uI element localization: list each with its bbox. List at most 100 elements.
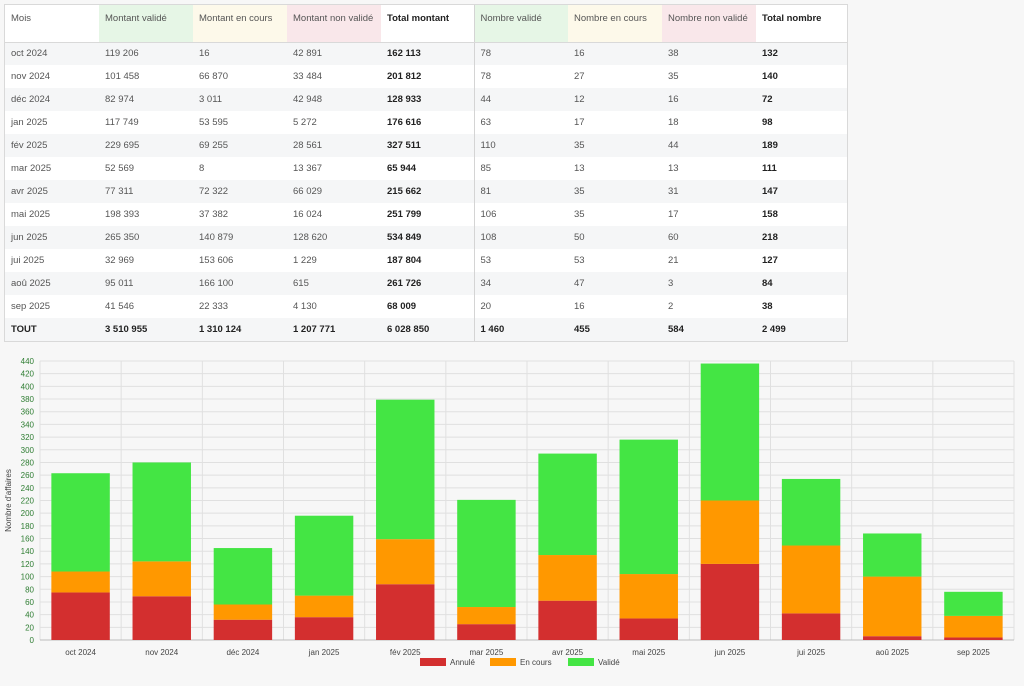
table-cell: 327 511 <box>381 134 474 157</box>
column-header[interactable]: Nombre non validé <box>662 5 756 43</box>
x-tick-label: aoû 2025 <box>876 648 910 657</box>
table-row: aoû 2025 95 011 166 100 615 261 726 34 47 3 84 <box>5 272 847 295</box>
table-cell: 215 662 <box>381 180 474 203</box>
bar-segment <box>213 604 273 620</box>
table-cell: 28 561 <box>287 134 381 157</box>
table-cell: 229 695 <box>99 134 193 157</box>
legend-label: Validé <box>598 658 620 667</box>
bar-segment <box>457 499 516 608</box>
table-cell: 35 <box>568 134 662 157</box>
table-cell: 35 <box>568 180 662 203</box>
column-header[interactable]: Montant validé <box>99 5 193 43</box>
y-tick-label: 100 <box>21 573 35 582</box>
legend-swatch <box>568 658 594 666</box>
table-cell: 2 499 <box>756 318 847 341</box>
bar-segment <box>944 615 1003 638</box>
table-cell: 158 <box>756 203 847 226</box>
table-cell: 201 812 <box>381 65 474 88</box>
y-tick-label: 220 <box>21 497 35 506</box>
table-cell: 20 <box>473 295 568 318</box>
table-cell: 72 322 <box>193 180 287 203</box>
bar-segment <box>619 439 678 575</box>
table-cell: 52 569 <box>99 157 193 180</box>
table-cell: 13 <box>662 157 756 180</box>
column-header[interactable]: Total montant <box>381 5 474 43</box>
bar-segment <box>51 571 110 593</box>
table-cell: 218 <box>756 226 847 249</box>
y-tick-label: 420 <box>21 370 35 379</box>
table-cell: 4 130 <box>287 295 381 318</box>
table-cell: 13 367 <box>287 157 381 180</box>
table-cell: nov 2024 <box>5 65 99 88</box>
table-cell: jun 2025 <box>5 226 99 249</box>
table-cell: 534 849 <box>381 226 474 249</box>
x-tick-label: mar 2025 <box>470 648 504 657</box>
table-cell: 44 <box>473 88 568 111</box>
table-cell: 78 <box>473 42 568 65</box>
column-header[interactable]: Montant non validé <box>287 5 381 43</box>
table-row: oct 2024 119 206 16 42 891 162 113 78 16 38 132 <box>5 42 847 65</box>
y-tick-label: 60 <box>25 598 34 607</box>
y-tick-label: 200 <box>21 509 35 518</box>
table-cell: 584 <box>662 318 756 341</box>
table-cell: 6 028 850 <box>381 318 474 341</box>
table-cell: oct 2024 <box>5 42 99 65</box>
table-cell: 153 606 <box>193 249 287 272</box>
table-cell: 44 <box>662 134 756 157</box>
bar-segment <box>213 619 273 640</box>
table-cell: 41 546 <box>99 295 193 318</box>
table-cell: 1 460 <box>473 318 568 341</box>
summary-table: Mois Montant validé Montant en cours Montan… <box>5 5 847 341</box>
bar-segment <box>294 595 354 618</box>
table-cell: 1 207 771 <box>287 318 381 341</box>
table-row: fév 2025 229 695 69 255 28 561 327 511 110 35 4… <box>5 134 847 157</box>
table-cell: 261 726 <box>381 272 474 295</box>
table-cell: 3 011 <box>193 88 287 111</box>
table-row: mar 2025 52 569 8 13 367 65 944 85 13 13 111 <box>5 157 847 180</box>
table-cell: 53 <box>473 249 568 272</box>
bar-segment <box>376 539 435 585</box>
table-cell: 127 <box>756 249 847 272</box>
legend-swatch <box>420 658 446 666</box>
table-cell: 42 891 <box>287 42 381 65</box>
table-cell: 16 024 <box>287 203 381 226</box>
y-tick-label: 280 <box>21 458 35 467</box>
table-cell: 12 <box>568 88 662 111</box>
y-tick-label: 380 <box>21 395 35 404</box>
bar-segment <box>376 399 435 540</box>
bar-segment <box>863 533 922 577</box>
table-row: déc 2024 82 974 3 011 42 948 128 933 44 12 16 72 <box>5 88 847 111</box>
table-cell: 8 <box>193 157 287 180</box>
column-header[interactable]: Nombre validé <box>473 5 568 43</box>
y-tick-label: 260 <box>21 471 35 480</box>
column-header[interactable]: Total nombre <box>756 5 847 43</box>
table-cell: 128 933 <box>381 88 474 111</box>
table-cell: 53 <box>568 249 662 272</box>
bar-segment <box>619 618 678 640</box>
table-cell: 3 510 955 <box>99 318 193 341</box>
bar-segment <box>457 624 516 640</box>
table-cell: 106 <box>473 203 568 226</box>
column-header[interactable]: Montant en cours <box>193 5 287 43</box>
table-cell: sep 2025 <box>5 295 99 318</box>
table-cell: 38 <box>662 42 756 65</box>
table-cell: 117 749 <box>99 111 193 134</box>
column-header[interactable]: Mois <box>5 5 99 43</box>
table-header-row: Mois Montant validé Montant en cours Montan… <box>5 5 847 43</box>
table-cell: 38 <box>756 295 847 318</box>
table-cell: 16 <box>662 88 756 111</box>
table-cell: 60 <box>662 226 756 249</box>
table-cell: 98 <box>756 111 847 134</box>
y-tick-label: 300 <box>21 446 35 455</box>
table-cell: 128 620 <box>287 226 381 249</box>
table-cell: 77 311 <box>99 180 193 203</box>
table-cell: 53 595 <box>193 111 287 134</box>
column-header[interactable]: Nombre en cours <box>568 5 662 43</box>
y-tick-label: 180 <box>21 522 35 531</box>
table-cell: 17 <box>568 111 662 134</box>
y-tick-label: 120 <box>21 560 35 569</box>
table-cell: 110 <box>473 134 568 157</box>
table-row: sep 2025 41 546 22 333 4 130 68 009 20 16 2 38 <box>5 295 847 318</box>
table-cell: fév 2025 <box>5 134 99 157</box>
table-cell: 81 <box>473 180 568 203</box>
